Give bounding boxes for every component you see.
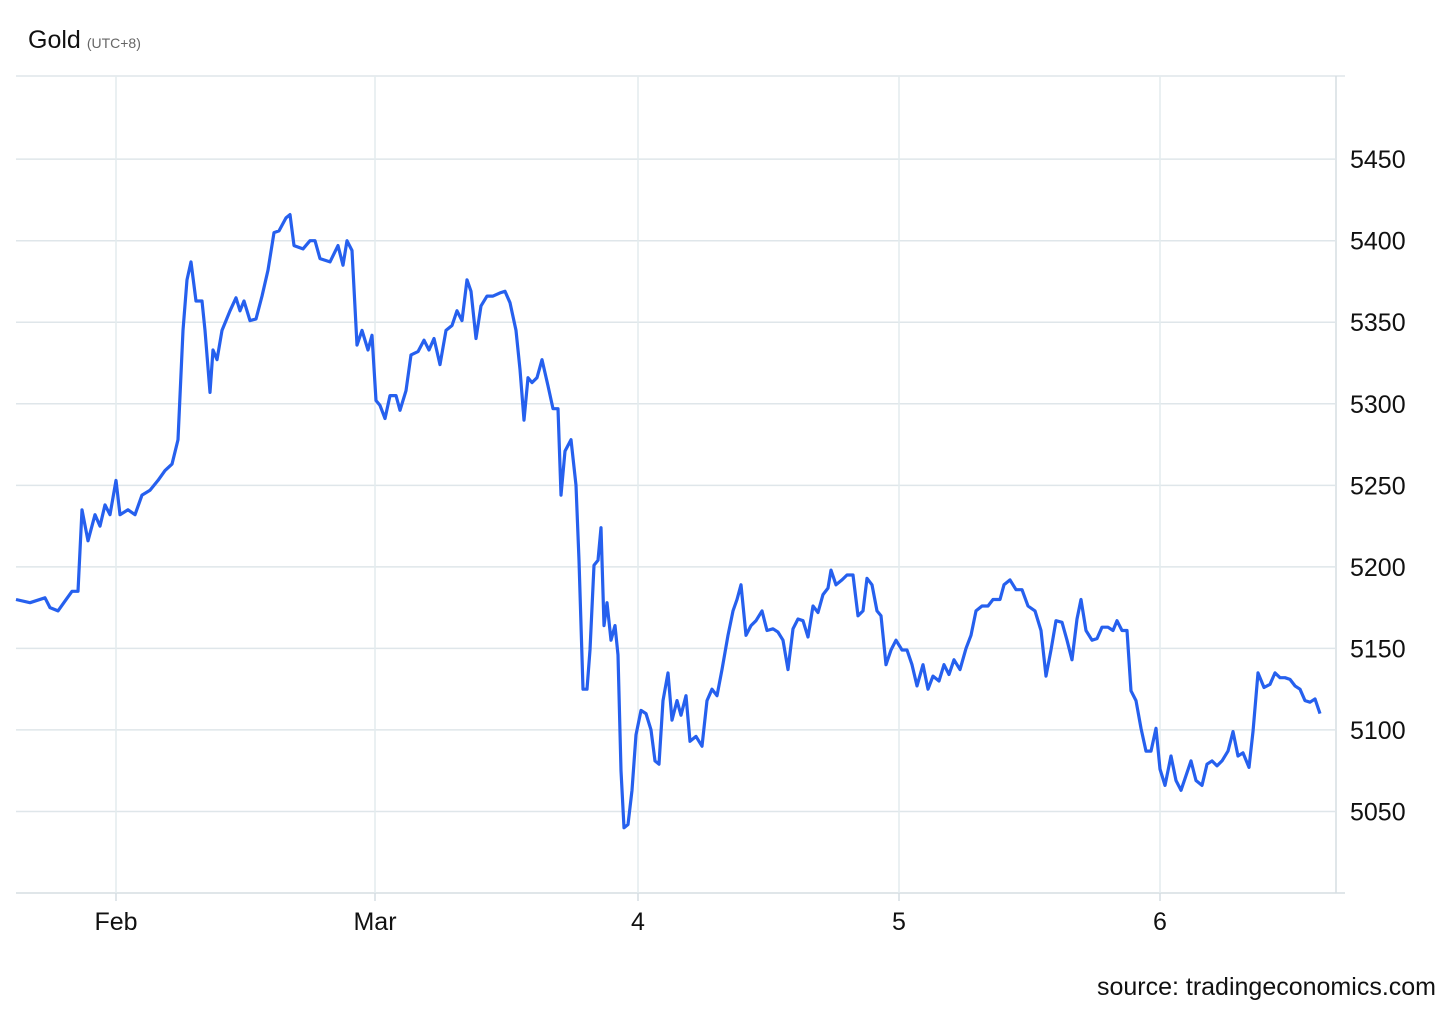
- price-line: [15, 213, 1322, 830]
- y-tick-label: 5350: [1350, 309, 1406, 337]
- y-tick-label: 5050: [1350, 798, 1406, 826]
- x-tick-label: Feb: [94, 908, 137, 936]
- y-tick-label: 5250: [1350, 472, 1406, 500]
- y-tick-label: 5200: [1350, 554, 1406, 582]
- chart-title: Gold (UTC+8): [28, 26, 141, 54]
- y-tick-label: 5450: [1350, 146, 1406, 174]
- subtitle: (UTC+8): [87, 35, 141, 51]
- y-tick-label: 5300: [1350, 391, 1406, 419]
- x-tick-label: 6: [1153, 908, 1167, 936]
- y-tick-label: 5400: [1350, 228, 1406, 256]
- x-tick-label: Mar: [353, 908, 396, 936]
- x-tick-label: 4: [631, 908, 645, 936]
- y-tick-label: 5100: [1350, 717, 1406, 745]
- source-note: source: tradingeconomics.com: [1097, 973, 1436, 1001]
- y-tick-label: 5150: [1350, 635, 1406, 663]
- title-text: Gold: [28, 26, 81, 54]
- x-tick-label: 5: [892, 908, 906, 936]
